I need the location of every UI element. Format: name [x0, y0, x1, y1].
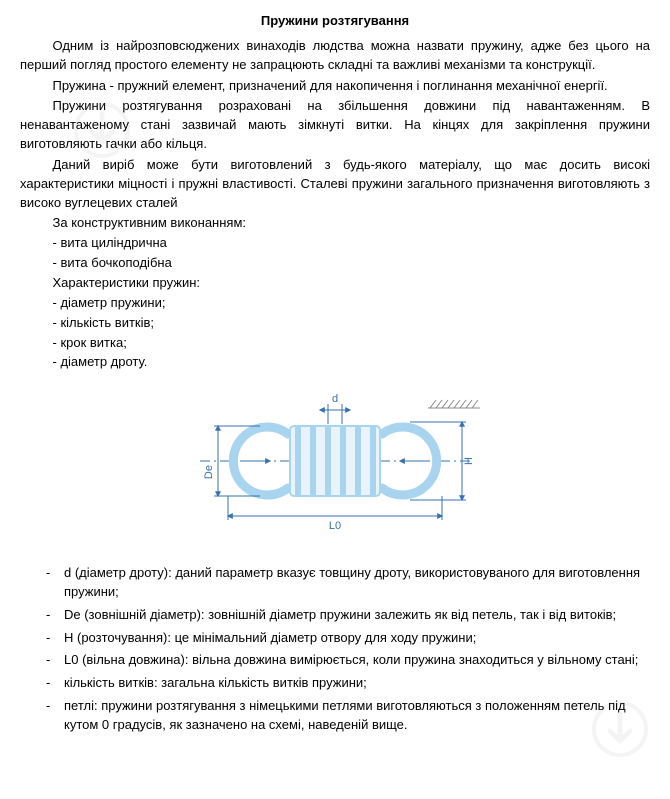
- definition-text: петлі: пружини розтягування з німецькими…: [64, 697, 650, 735]
- dash-icon: -: [46, 606, 64, 625]
- spring-diagram: d De H L0: [20, 386, 650, 542]
- svg-text:d: d: [332, 393, 338, 405]
- list-item: - крок витка;: [53, 334, 651, 353]
- definition-row: - H (розточування): це мінімальний діаме…: [46, 629, 650, 648]
- dash-icon: -: [46, 674, 64, 693]
- definition-row: - петлі: пружини розтягування з німецьки…: [46, 697, 650, 735]
- definition-row: - кількість витків: загальна кількість в…: [46, 674, 650, 693]
- dash-icon: -: [46, 651, 64, 670]
- definition-row: - d (діаметр дроту): даний параметр вказ…: [46, 564, 650, 602]
- paragraph-1: Одним із найрозповсюджених винаходів люд…: [20, 37, 650, 75]
- svg-text:H: H: [463, 457, 475, 465]
- svg-text:L0: L0: [329, 520, 341, 532]
- dash-icon: -: [46, 629, 64, 648]
- svg-text:De: De: [203, 465, 215, 479]
- list-item: - вита бочкоподібна: [53, 254, 651, 273]
- definition-text: кількість витків: загальна кількість вит…: [64, 674, 650, 693]
- paragraph-2: Пружина - пружний елемент, призначений д…: [20, 77, 650, 96]
- page-title: Пружини розтягування: [20, 12, 650, 31]
- list-item: - кількість витків;: [53, 314, 651, 333]
- definition-text: L0 (вільна довжина): вільна довжина вимі…: [64, 651, 650, 670]
- definition-row: - De (зовнішній діаметр): зовнішній діам…: [46, 606, 650, 625]
- list-item: - діаметр пружини;: [53, 294, 651, 313]
- dash-icon: -: [46, 564, 64, 602]
- definition-row: - L0 (вільна довжина): вільна довжина ви…: [46, 651, 650, 670]
- paragraph-4: Даний виріб може бути виготовлений з буд…: [20, 156, 650, 213]
- definition-text: d (діаметр дроту): даний параметр вказує…: [64, 564, 650, 602]
- list-item: - вита циліндрична: [53, 234, 651, 253]
- definitions-block: - d (діаметр дроту): даний параметр вказ…: [20, 564, 650, 735]
- definition-text: H (розточування): це мінімальний діаметр…: [64, 629, 650, 648]
- list-heading-characteristics: Характеристики пружин:: [53, 274, 651, 293]
- list-item: - діаметр дроту.: [53, 353, 651, 372]
- list-heading-construction: За конструктивним виконанням:: [53, 214, 651, 233]
- definition-text: De (зовнішній діаметр): зовнішній діамет…: [64, 606, 650, 625]
- dash-icon: -: [46, 697, 64, 735]
- paragraph-3: Пружини розтягування розраховані на збіл…: [20, 97, 650, 154]
